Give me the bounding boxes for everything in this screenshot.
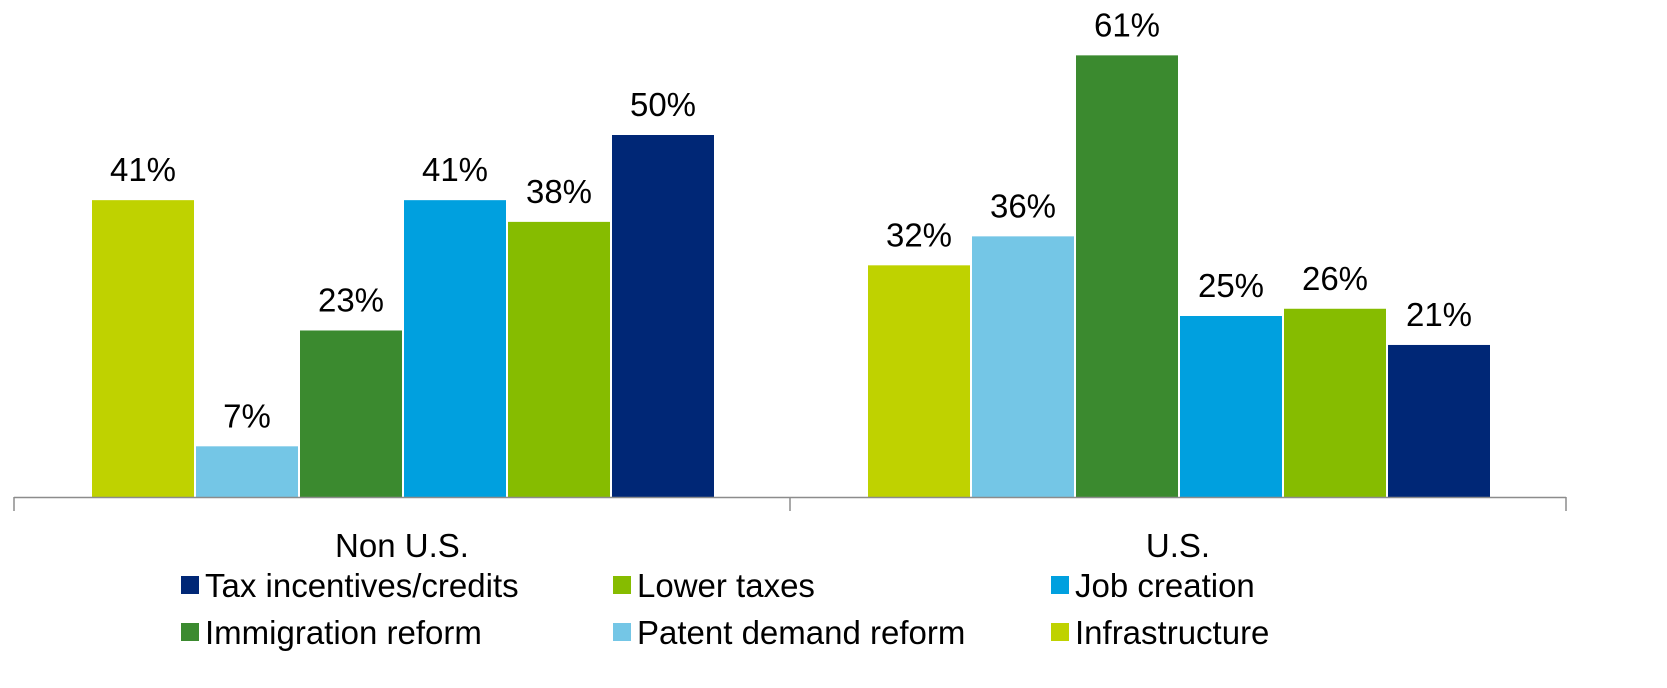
- legend-label-job-creation: Job creation: [1075, 567, 1255, 604]
- legend-swatch-job-creation: [1051, 576, 1069, 594]
- legend-swatch-infrastructure: [1051, 623, 1069, 641]
- legend-label-immigration-reform: Immigration reform: [205, 614, 482, 651]
- legend-label-tax-incentives-credits: Tax incentives/credits: [205, 567, 519, 604]
- value-label-non-u-s-immigration-reform: 23%: [318, 281, 384, 318]
- value-label-u-s-job-creation: 25%: [1198, 267, 1264, 304]
- value-label-non-u-s-lower-taxes: 38%: [526, 173, 592, 210]
- legend-swatch-patent-demand-reform: [613, 623, 631, 641]
- value-label-non-u-s-infrastructure: 41%: [110, 151, 176, 188]
- bar-non-u-s-infrastructure: [92, 200, 194, 497]
- value-label-u-s-infrastructure: 32%: [886, 216, 952, 253]
- bar-non-u-s-patent-demand-reform: [196, 446, 298, 497]
- legend-label-infrastructure: Infrastructure: [1075, 614, 1269, 651]
- bar-u-s-job-creation: [1180, 316, 1282, 497]
- value-label-u-s-patent-demand-reform: 36%: [990, 187, 1056, 224]
- value-label-non-u-s-tax-incentives-credits: 50%: [630, 86, 696, 123]
- legend-label-patent-demand-reform: Patent demand reform: [637, 614, 965, 651]
- bars-group: [92, 55, 1490, 498]
- value-labels-group: 41% 7% 23% 41% 38% 50% 32% 36% 61% 25% 26% 21%: [110, 6, 1472, 434]
- category-label-u-s: U.S.: [1146, 527, 1210, 564]
- bar-non-u-s-immigration-reform: [300, 330, 402, 497]
- bar-non-u-s-tax-incentives-credits: [612, 135, 714, 497]
- value-label-u-s-immigration-reform: 61%: [1094, 6, 1160, 43]
- bar-non-u-s-job-creation: [404, 200, 506, 497]
- legend-swatch-tax-incentives-credits: [181, 576, 199, 594]
- x-axis: Non U.S. U.S.: [13, 496, 1567, 564]
- legend-swatch-immigration-reform: [181, 623, 199, 641]
- value-label-u-s-tax-incentives-credits: 21%: [1406, 296, 1472, 333]
- bar-non-u-s-lower-taxes: [508, 221, 610, 497]
- bar-u-s-lower-taxes: [1284, 308, 1386, 497]
- category-label-non-u-s: Non U.S.: [335, 527, 469, 564]
- bar-u-s-patent-demand-reform: [972, 236, 1074, 498]
- value-label-non-u-s-patent-demand-reform: 7%: [223, 397, 271, 434]
- legend-swatch-lower-taxes: [613, 576, 631, 594]
- value-label-non-u-s-job-creation: 41%: [422, 151, 488, 188]
- legend-label-lower-taxes: Lower taxes: [637, 567, 815, 604]
- bar-u-s-tax-incentives-credits: [1388, 344, 1490, 497]
- bar-u-s-infrastructure: [868, 265, 970, 497]
- legend: Tax incentives/credits Lower taxes Job cre…: [181, 567, 1269, 651]
- bar-u-s-immigration-reform: [1076, 55, 1178, 498]
- value-label-u-s-lower-taxes: 26%: [1302, 260, 1368, 297]
